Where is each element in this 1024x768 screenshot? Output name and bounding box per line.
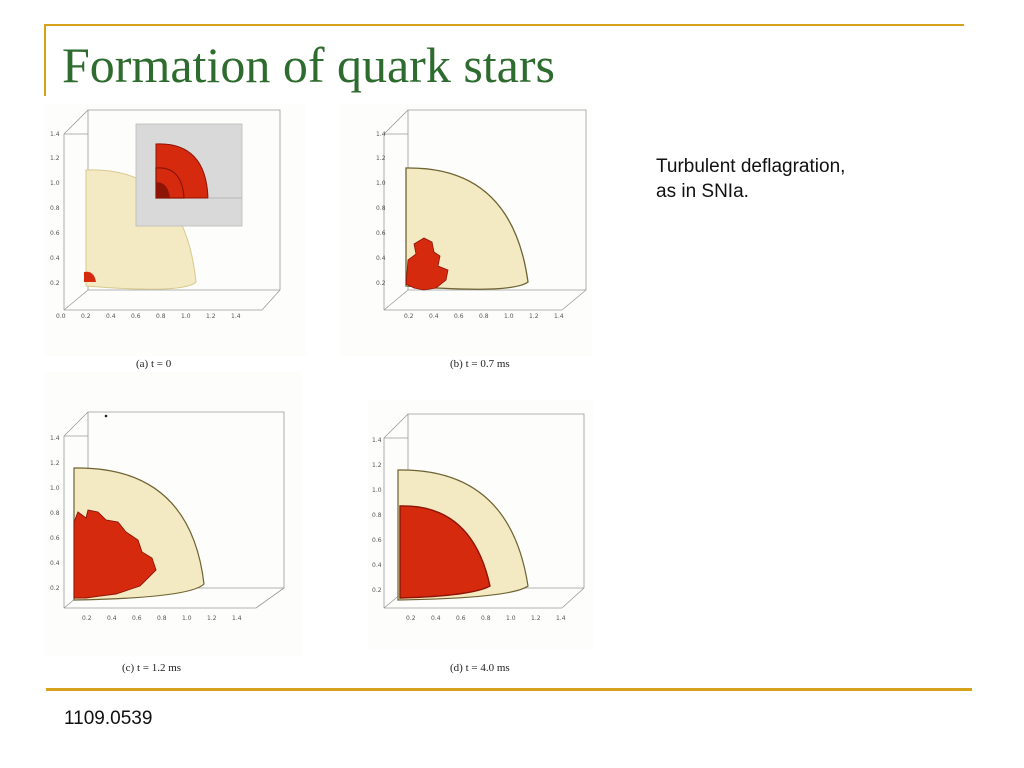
svg-text:1.2: 1.2 <box>376 155 386 162</box>
svg-text:1.0: 1.0 <box>182 615 192 622</box>
svg-text:0.8: 0.8 <box>50 205 60 212</box>
svg-text:0.4: 0.4 <box>376 255 386 262</box>
svg-text:1.2: 1.2 <box>372 462 382 469</box>
figure-panel-c: 1.4 1.2 1.0 0.8 0.6 0.4 0.2 0.2 0.4 0.6 … <box>44 372 302 656</box>
svg-text:1.2: 1.2 <box>50 460 60 467</box>
panel-a-y-ticks: 1.4 1.2 1.0 0.8 0.6 0.4 0.2 <box>50 131 60 287</box>
svg-text:0.6: 0.6 <box>131 313 141 320</box>
panel-a-plot: 1.4 1.2 1.0 0.8 0.6 0.4 0.2 0.0 0.2 0.4 … <box>44 104 306 356</box>
figure-panel-b: 1.4 1.2 1.0 0.8 0.6 0.4 0.2 0.2 0.4 0.6 … <box>340 104 592 356</box>
svg-text:0.8: 0.8 <box>50 510 60 517</box>
svg-text:1.4: 1.4 <box>231 313 241 320</box>
svg-text:1.4: 1.4 <box>554 313 564 320</box>
svg-text:0.8: 0.8 <box>481 615 491 622</box>
svg-text:0.2: 0.2 <box>50 585 60 592</box>
panel-c-x-ticks: 0.2 0.4 0.6 0.8 1.0 1.2 1.4 <box>82 615 242 622</box>
top-rule <box>44 24 964 26</box>
svg-text:0.2: 0.2 <box>404 313 414 320</box>
svg-text:1.0: 1.0 <box>504 313 514 320</box>
note-line-1: Turbulent deflagration, <box>656 156 846 177</box>
slide-title: Formation of quark stars <box>62 37 555 93</box>
svg-text:0.4: 0.4 <box>106 313 116 320</box>
svg-text:1.0: 1.0 <box>506 615 516 622</box>
svg-text:0.2: 0.2 <box>82 615 92 622</box>
svg-text:0.6: 0.6 <box>454 313 464 320</box>
svg-text:1.0: 1.0 <box>50 180 60 187</box>
bottom-rule <box>46 688 972 691</box>
svg-text:1.0: 1.0 <box>181 313 191 320</box>
svg-text:0.2: 0.2 <box>81 313 91 320</box>
svg-text:1.4: 1.4 <box>50 435 60 442</box>
panel-b-plot: 1.4 1.2 1.0 0.8 0.6 0.4 0.2 0.2 0.4 0.6 … <box>340 104 592 356</box>
svg-text:0.6: 0.6 <box>456 615 466 622</box>
svg-text:1.2: 1.2 <box>50 155 60 162</box>
svg-text:1.4: 1.4 <box>50 131 60 138</box>
svg-text:0.4: 0.4 <box>107 615 117 622</box>
svg-text:0.8: 0.8 <box>156 313 166 320</box>
panel-d-plot: 1.4 1.2 1.0 0.8 0.6 0.4 0.2 0.2 0.4 0.6 … <box>368 400 594 650</box>
svg-text:0.8: 0.8 <box>372 512 382 519</box>
note-line-2: as in SNIa. <box>656 181 749 202</box>
caption-d: (d) t = 4.0 ms <box>450 662 510 674</box>
panel-d-y-ticks: 1.4 1.2 1.0 0.8 0.6 0.4 0.2 <box>372 437 382 594</box>
svg-text:0.8: 0.8 <box>479 313 489 320</box>
panel-b-y-ticks: 1.4 1.2 1.0 0.8 0.6 0.4 0.2 <box>376 131 386 287</box>
caption-c: (c) t = 1.2 ms <box>122 662 182 674</box>
caption-a: (a) t = 0 <box>136 358 172 370</box>
svg-text:0.6: 0.6 <box>50 535 60 542</box>
svg-text:1.0: 1.0 <box>376 180 386 187</box>
svg-text:0.6: 0.6 <box>50 230 60 237</box>
svg-text:0.8: 0.8 <box>157 615 167 622</box>
panel-b-x-ticks: 0.2 0.4 0.6 0.8 1.0 1.2 1.4 <box>404 313 564 320</box>
figure-panel-a: 1.4 1.2 1.0 0.8 0.6 0.4 0.2 0.0 0.2 0.4 … <box>44 104 306 356</box>
svg-text:1.2: 1.2 <box>206 313 216 320</box>
panel-c-y-ticks: 1.4 1.2 1.0 0.8 0.6 0.4 0.2 <box>50 435 60 592</box>
caption-b: (b) t = 0.7 ms <box>450 358 510 370</box>
svg-text:0.0: 0.0 <box>56 313 66 320</box>
panel-d-x-ticks: 0.2 0.4 0.6 0.8 1.0 1.2 1.4 <box>406 615 566 622</box>
svg-text:1.4: 1.4 <box>232 615 242 622</box>
panel-a-x-ticks: 0.0 0.2 0.4 0.6 0.8 1.0 1.2 1.4 <box>56 313 241 320</box>
svg-text:0.4: 0.4 <box>429 313 439 320</box>
svg-text:1.2: 1.2 <box>207 615 217 622</box>
panel-c-plot: 1.4 1.2 1.0 0.8 0.6 0.4 0.2 0.2 0.4 0.6 … <box>44 372 302 656</box>
svg-text:0.8: 0.8 <box>376 205 386 212</box>
figure-panel-d: 1.4 1.2 1.0 0.8 0.6 0.4 0.2 0.2 0.4 0.6 … <box>368 400 594 650</box>
svg-text:1.4: 1.4 <box>376 131 386 138</box>
note-text: Turbulent deflagration, as in SNIa. <box>656 154 926 204</box>
svg-text:0.2: 0.2 <box>372 587 382 594</box>
footer-reference: 1109.0539 <box>64 708 153 729</box>
svg-text:0.2: 0.2 <box>406 615 416 622</box>
svg-text:1.0: 1.0 <box>50 485 60 492</box>
svg-text:1.2: 1.2 <box>529 313 539 320</box>
svg-text:1.2: 1.2 <box>531 615 541 622</box>
svg-text:0.6: 0.6 <box>132 615 142 622</box>
svg-text:0.4: 0.4 <box>372 562 382 569</box>
svg-text:0.4: 0.4 <box>431 615 441 622</box>
svg-text:0.2: 0.2 <box>50 280 60 287</box>
svg-text:0.2: 0.2 <box>376 280 386 287</box>
left-rule <box>44 24 46 96</box>
svg-text:1.0: 1.0 <box>372 487 382 494</box>
svg-text:0.6: 0.6 <box>372 537 382 544</box>
svg-text:0.4: 0.4 <box>50 560 60 567</box>
svg-text:0.4: 0.4 <box>50 255 60 262</box>
svg-text:0.6: 0.6 <box>376 230 386 237</box>
svg-text:1.4: 1.4 <box>372 437 382 444</box>
svg-text:1.4: 1.4 <box>556 615 566 622</box>
